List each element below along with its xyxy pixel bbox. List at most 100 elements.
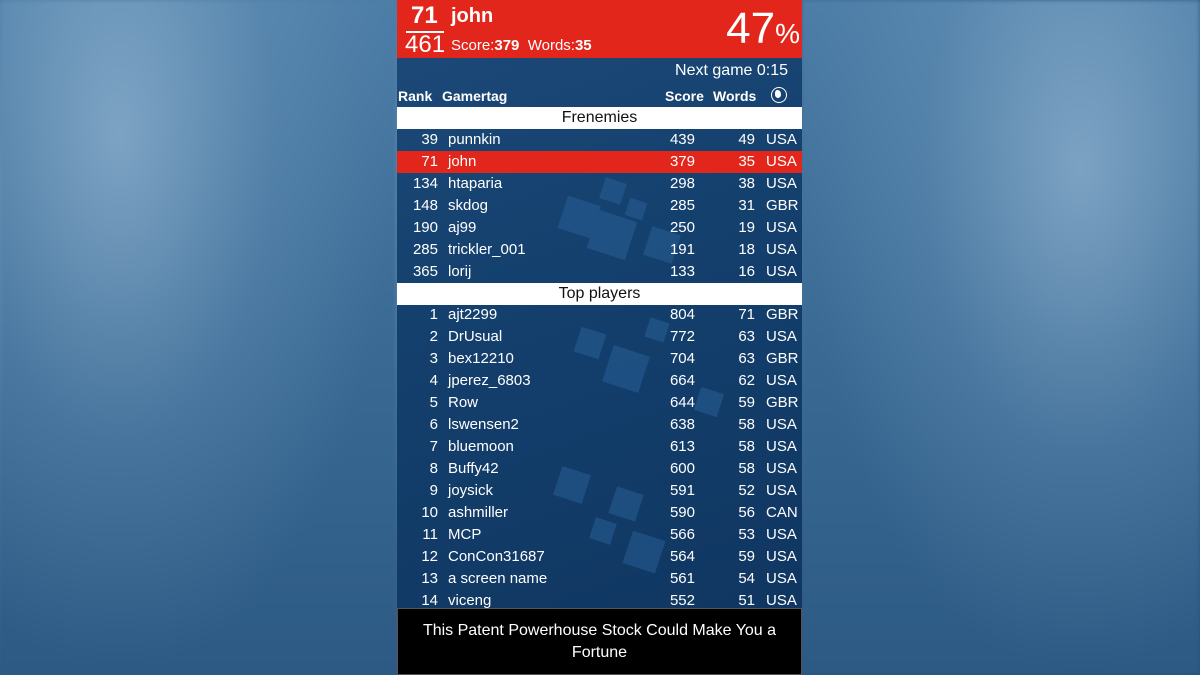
row-score: 191	[669, 241, 695, 258]
row-gamertag: a screen name	[448, 570, 548, 587]
leaderboard-row[interactable]: 3 bex12210 704 63 GBR	[397, 348, 802, 370]
leaderboard-row[interactable]: 6 lswensen2 638 58 USA	[397, 414, 802, 436]
row-rank: 10	[421, 504, 438, 521]
row-gamertag: trickler_001	[448, 241, 526, 258]
row-rank: 2	[429, 328, 438, 345]
player-rank: 71	[411, 2, 438, 29]
row-gamertag: bluemoon	[448, 438, 514, 455]
leaderboard-row[interactable]: 71 john 379 35 USA	[397, 151, 802, 173]
column-words: Words	[713, 88, 757, 104]
row-country: USA	[766, 438, 797, 455]
row-rank: 365	[412, 263, 438, 280]
row-gamertag: john	[448, 153, 477, 170]
row-rank: 5	[429, 394, 438, 411]
leaderboard-row[interactable]: 4 jperez_6803 664 62 USA	[397, 370, 802, 392]
row-country: GBR	[766, 350, 799, 367]
row-score: 772	[669, 328, 695, 345]
row-rank: 1	[429, 306, 438, 323]
next-game-timer: Next game 0:15	[675, 62, 788, 79]
row-score: 439	[669, 131, 695, 148]
leaderboard-row[interactable]: 14 viceng 552 51 USA	[397, 590, 802, 612]
row-gamertag: bex12210	[448, 350, 514, 367]
row-gamertag: jperez_6803	[448, 372, 531, 389]
leaderboard-row[interactable]: 5 Row 644 59 GBR	[397, 392, 802, 414]
row-words: 51	[738, 592, 755, 609]
row-country: CAN	[766, 504, 798, 521]
leaderboard-row[interactable]: 190 aj99 250 19 USA	[397, 217, 802, 239]
row-rank: 8	[429, 460, 438, 477]
row-score: 644	[669, 394, 695, 411]
row-words: 38	[738, 175, 755, 192]
row-gamertag: ajt2299	[448, 306, 498, 323]
row-gamertag: aj99	[448, 219, 477, 236]
leaderboard-row[interactable]: 12 ConCon31687 564 59 USA	[397, 546, 802, 568]
row-rank: 134	[412, 175, 438, 192]
row-country: USA	[766, 592, 797, 609]
leaderboard-row[interactable]: 8 Buffy42 600 58 USA	[397, 458, 802, 480]
row-words: 31	[738, 197, 755, 214]
row-words: 58	[738, 438, 755, 455]
row-score: 664	[669, 372, 695, 389]
row-score: 561	[669, 570, 695, 587]
row-gamertag: viceng	[448, 592, 492, 609]
row-score: 566	[669, 526, 695, 543]
blurred-background-left	[0, 0, 397, 675]
row-gamertag: ashmiller	[448, 504, 509, 521]
row-words: 58	[738, 416, 755, 433]
row-rank: 285	[412, 241, 438, 258]
leaderboard-row[interactable]: 7 bluemoon 613 58 USA	[397, 436, 802, 458]
row-country: USA	[766, 526, 797, 543]
row-country: USA	[766, 372, 797, 389]
row-score: 379	[669, 153, 695, 170]
row-country: USA	[766, 482, 797, 499]
row-country: GBR	[766, 394, 799, 411]
row-words: 18	[738, 241, 755, 258]
leaderboard-row[interactable]: 134 htaparia 298 38 USA	[397, 173, 802, 195]
row-words: 49	[738, 131, 755, 148]
advertisement-banner[interactable]: This Patent Powerhouse Stock Could Make …	[397, 608, 802, 675]
leaderboard-row[interactable]: 148 skdog 285 31 GBR	[397, 195, 802, 217]
row-words: 35	[738, 153, 755, 170]
row-gamertag: ConCon31687	[448, 548, 545, 565]
row-country: USA	[766, 416, 797, 433]
leaderboard-row[interactable]: 285 trickler_001 191 18 USA	[397, 239, 802, 261]
row-words: 63	[738, 328, 755, 345]
row-rank: 39	[421, 131, 438, 148]
row-words: 71	[738, 306, 755, 323]
row-rank: 3	[429, 350, 438, 367]
leaderboard-row[interactable]: 9 joysick 591 52 USA	[397, 480, 802, 502]
row-gamertag: Row	[448, 394, 479, 411]
column-rank: Rank	[398, 88, 433, 104]
blurred-background-right	[802, 0, 1200, 675]
row-gamertag: lorij	[448, 263, 472, 280]
row-gamertag: DrUsual	[448, 328, 503, 345]
row-score: 298	[669, 175, 695, 192]
player-status-header: 71 461 john Score:379 Words:35 47%	[397, 0, 802, 58]
row-country: USA	[766, 131, 797, 148]
row-country: USA	[766, 175, 797, 192]
percent-value: 47	[726, 4, 776, 53]
row-country: USA	[766, 241, 797, 258]
row-rank: 12	[421, 548, 438, 565]
row-score: 590	[669, 504, 695, 521]
column-gamertag: Gamertag	[442, 88, 508, 104]
player-name: john	[451, 5, 494, 27]
total-players: 461	[405, 31, 446, 58]
section-frenemies: Frenemies	[397, 107, 802, 129]
leaderboard-row[interactable]: 11 MCP 566 53 USA	[397, 524, 802, 546]
row-words: 16	[738, 263, 755, 280]
row-gamertag: MCP	[448, 526, 482, 543]
row-country: GBR	[766, 306, 799, 323]
row-gamertag: htaparia	[448, 175, 503, 192]
leaderboard-row[interactable]: 39 punnkin 439 49 USA	[397, 129, 802, 151]
row-country: USA	[766, 328, 797, 345]
leaderboard-row[interactable]: 1 ajt2299 804 71 GBR	[397, 304, 802, 326]
leaderboard-row[interactable]: 13 a screen name 561 54 USA	[397, 568, 802, 590]
leaderboard-row[interactable]: 10 ashmiller 590 56 CAN	[397, 502, 802, 524]
row-rank: 4	[429, 372, 438, 389]
leaderboard-row[interactable]: 365 lorij 133 16 USA	[397, 261, 802, 283]
leaderboard-row[interactable]: 2 DrUsual 772 63 USA	[397, 326, 802, 348]
row-country: USA	[766, 548, 797, 565]
row-words: 53	[738, 526, 755, 543]
row-country: GBR	[766, 197, 799, 214]
